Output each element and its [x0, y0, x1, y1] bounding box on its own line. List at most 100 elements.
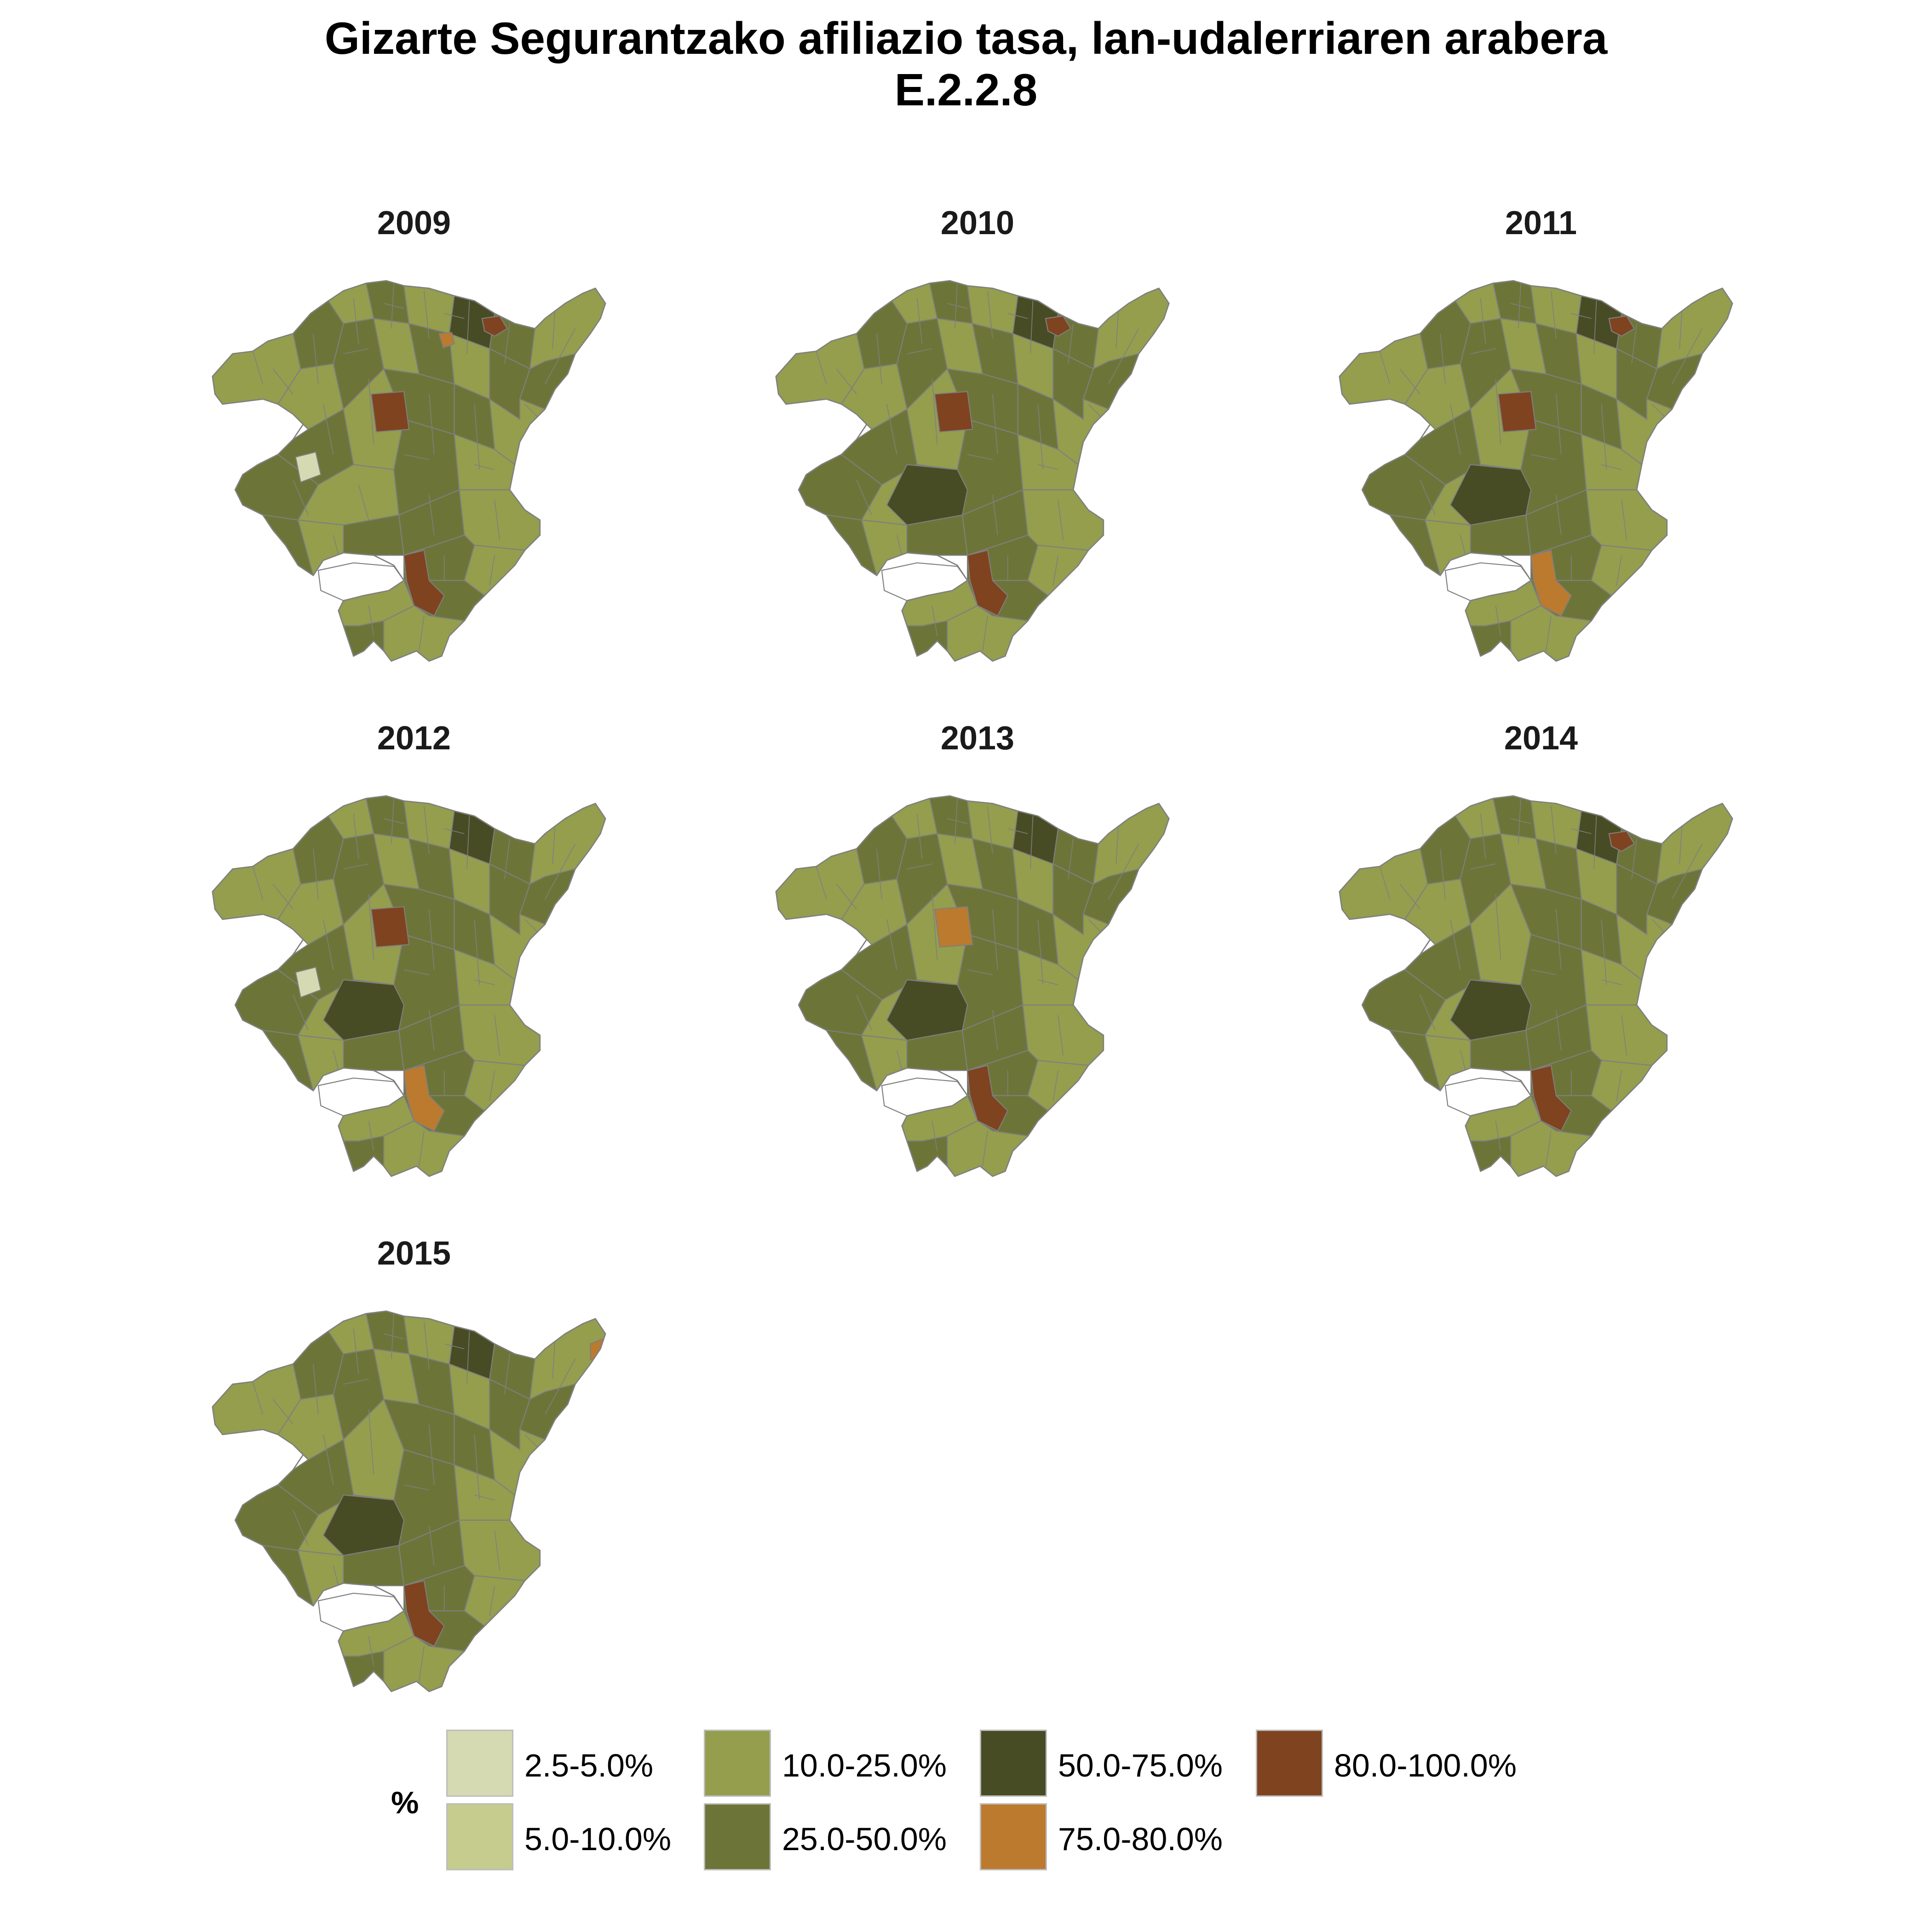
municipality-boundary	[1450, 404, 1461, 455]
municipality-boundary	[252, 1381, 264, 1415]
municipality-boundary	[947, 303, 968, 309]
municipality-boundary	[1460, 535, 1466, 556]
municipality-boundary	[323, 1434, 334, 1485]
municipality-boundary	[343, 863, 369, 869]
municipality-boundary	[474, 464, 495, 470]
highlighted-municipality	[370, 391, 410, 432]
municipality-boundary	[504, 1354, 510, 1395]
panel-year-label: 2012	[377, 720, 451, 757]
highlighted-municipality	[1608, 315, 1635, 337]
municipality-boundary	[856, 995, 872, 1030]
municipality-boundary	[1546, 1131, 1552, 1167]
map-panel-2014: 2014	[1288, 718, 1794, 1201]
map-panel-2015: 2015	[161, 1233, 667, 1716]
choropleth-map	[775, 280, 1170, 662]
municipality-boundary	[886, 404, 897, 455]
highlighted-municipality	[403, 1580, 445, 1647]
municipality-boundary	[1068, 839, 1074, 880]
municipality-boundary	[333, 535, 339, 556]
panel-year-label: 2010	[940, 205, 1015, 242]
municipality-boundary	[1052, 555, 1059, 586]
municipality-boundary	[552, 823, 556, 864]
legend-swatch	[446, 1730, 513, 1797]
highlighted-municipality	[370, 906, 410, 948]
municipality-boundary	[1108, 843, 1139, 900]
municipality-region	[343, 514, 405, 556]
municipality-boundary	[992, 494, 998, 535]
highlighted-municipality	[1449, 464, 1532, 526]
municipality-boundary	[424, 1321, 430, 1369]
municipality-boundary	[1495, 605, 1501, 636]
municipality-boundary	[474, 919, 480, 985]
municipality-boundary	[343, 348, 369, 354]
municipality-boundary	[368, 1121, 374, 1151]
legend: % 2.5-5.0% 5.0-10.0% 10.0-25.0% 25.0-50.0% 5…	[391, 1730, 1587, 1881]
municipality-boundary	[1571, 828, 1592, 834]
territory-outline	[775, 280, 1170, 662]
highlighted-municipality	[966, 549, 1009, 617]
municipality-boundary	[947, 818, 968, 824]
municipality-boundary	[353, 1328, 359, 1374]
municipality-boundary	[489, 1586, 495, 1616]
municipality-boundary	[1511, 818, 1531, 824]
municipality-boundary	[1601, 979, 1622, 985]
legend-label: 2.5-5.0%	[524, 1748, 654, 1783]
municipality-region	[459, 1004, 540, 1066]
legend-label: 75.0-80.0%	[1058, 1821, 1223, 1857]
municipality-region	[459, 489, 540, 551]
legend-label: 10.0-25.0%	[782, 1748, 947, 1783]
municipality-boundary	[489, 555, 495, 586]
municipality-boundary	[1601, 404, 1607, 470]
territory-outline	[1339, 795, 1733, 1177]
highlighted-municipality	[886, 979, 968, 1041]
municipality-boundary	[343, 1379, 369, 1385]
municipality-boundary	[1679, 823, 1683, 864]
highlighted-municipality	[403, 1064, 445, 1132]
municipality-boundary	[429, 494, 435, 535]
municipality-region	[1022, 1004, 1104, 1066]
municipality-boundary	[474, 404, 480, 470]
municipality-boundary	[384, 818, 404, 824]
legend-swatch	[446, 1803, 513, 1870]
municipality-boundary	[1440, 849, 1446, 899]
municipality-boundary	[313, 334, 319, 384]
municipality-boundary	[353, 298, 359, 344]
municipality-boundary	[323, 919, 334, 970]
municipality-boundary	[1030, 816, 1034, 869]
highlighted-municipality	[1530, 549, 1572, 617]
municipality-boundary	[987, 291, 993, 339]
municipality-boundary	[916, 813, 923, 859]
municipality-boundary	[358, 484, 369, 520]
municipality-boundary	[333, 1565, 339, 1586]
highlighted-municipality	[886, 464, 968, 526]
municipality-boundary	[545, 328, 576, 385]
municipality-boundary	[1007, 313, 1028, 319]
municipality-boundary	[1556, 494, 1562, 535]
municipality-boundary	[1679, 308, 1683, 349]
municipality-boundary	[272, 884, 293, 910]
municipality-boundary	[1495, 1121, 1501, 1151]
municipality-boundary	[907, 348, 932, 354]
municipality-boundary	[932, 894, 938, 960]
municipality-boundary	[992, 1010, 998, 1051]
municipality-boundary	[545, 1358, 576, 1415]
municipality-boundary	[1038, 464, 1058, 470]
municipality-boundary	[1116, 823, 1119, 864]
municipality-boundary	[856, 479, 872, 515]
municipality-boundary	[313, 849, 319, 899]
choropleth-map	[1339, 795, 1733, 1177]
legend-title: %	[391, 1785, 419, 1820]
municipality-boundary	[466, 301, 470, 354]
map-panel-2011: 2011	[1288, 202, 1794, 685]
municipality-boundary	[932, 379, 938, 445]
municipality-boundary	[1593, 301, 1597, 354]
municipality-boundary	[504, 323, 510, 364]
territory-outline	[212, 280, 606, 662]
municipality-boundary	[907, 863, 932, 869]
municipality-boundary	[1379, 351, 1391, 385]
municipality-boundary	[323, 404, 334, 455]
municipality-boundary	[836, 368, 857, 395]
choropleth-map	[775, 795, 1170, 1177]
highlighted-municipality	[934, 906, 973, 948]
municipality-boundary	[1556, 394, 1562, 455]
